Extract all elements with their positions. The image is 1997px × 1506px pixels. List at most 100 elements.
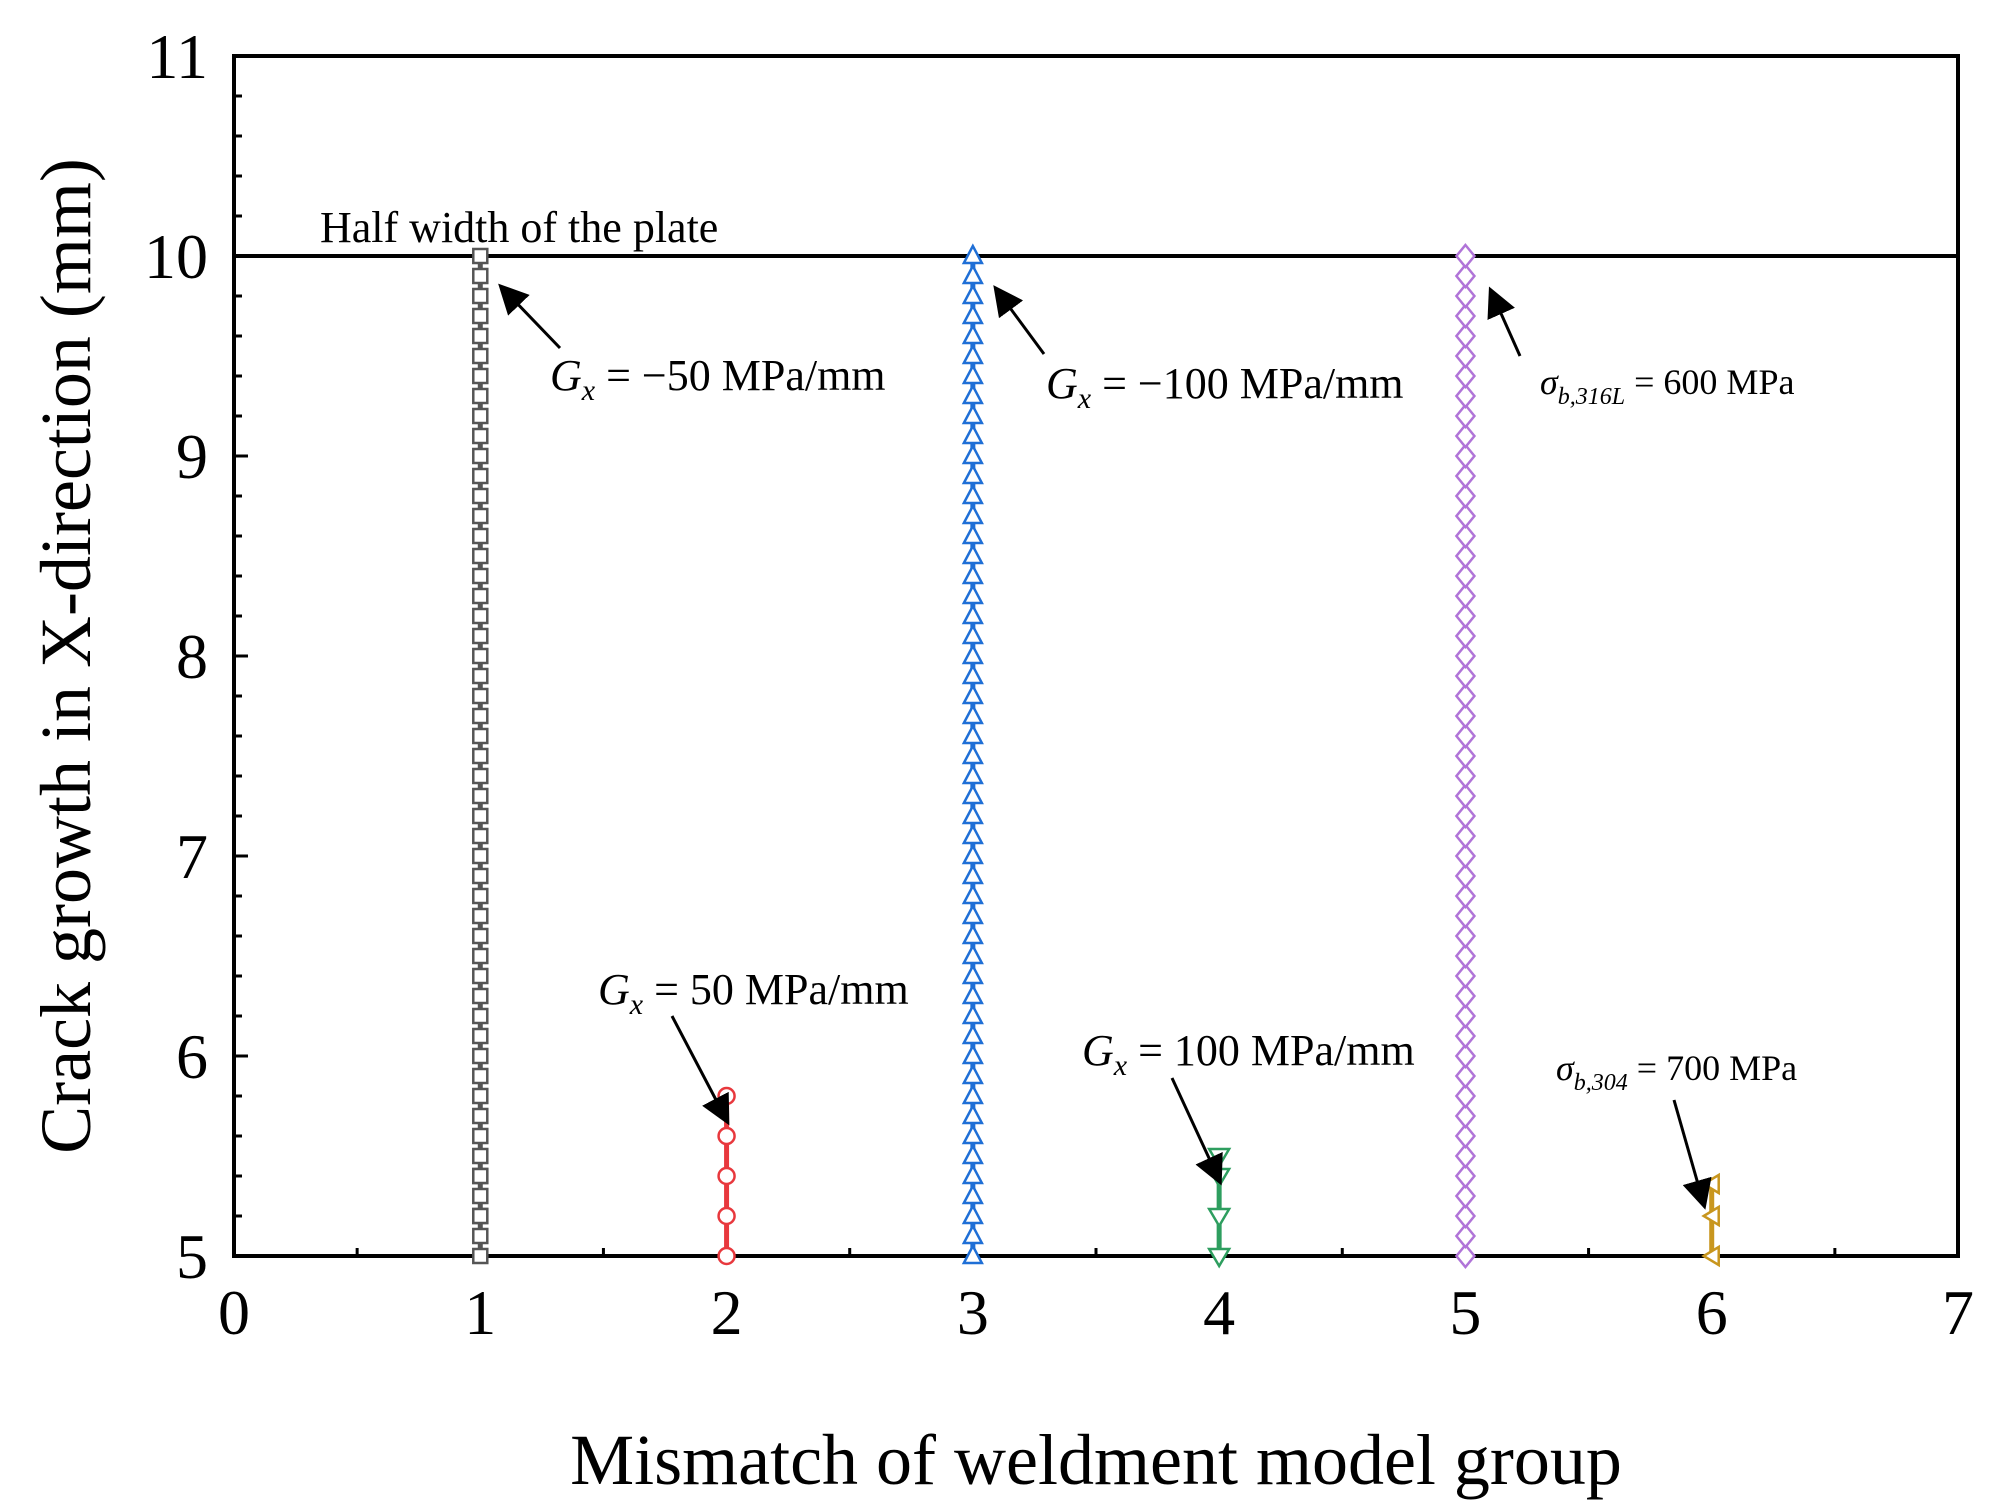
data-point-diamond [1454, 423, 1477, 449]
annotation-sigma-304: σb,304 = 700 MPa [1556, 1048, 1797, 1210]
data-point-triangle-up [961, 1083, 984, 1105]
arrow-gx-minus100 [993, 285, 1046, 355]
rest: = 600 MPa [1625, 362, 1794, 402]
x-tick-label: 6 [1696, 1277, 1728, 1348]
data-point-triangle-up [961, 1043, 984, 1065]
data-point-square [472, 667, 489, 685]
sub: b,316L [1558, 384, 1625, 410]
data-point-diamond [1454, 643, 1477, 669]
data-point-triangle-up [961, 863, 984, 885]
data-point-triangle-down [1206, 1207, 1232, 1229]
x-tick-label: 5 [1449, 1277, 1481, 1348]
series-layer [472, 243, 1720, 1269]
annotation-gx-minus100: Gx = −100 MPa/mm [993, 285, 1404, 415]
data-point-square [472, 967, 489, 985]
data-point-triangle-up [961, 343, 984, 365]
label-gx-minus100: Gx = −100 MPa/mm [1046, 359, 1404, 415]
rest: = 100 MPa/mm [1127, 1026, 1415, 1075]
arrow-gx-50 [670, 1015, 730, 1126]
data-point-square [472, 327, 489, 345]
data-point-square [472, 1147, 489, 1165]
data-point-triangle-up [961, 443, 984, 465]
data-point-diamond [1454, 443, 1477, 469]
x-tick-label: 2 [711, 1277, 743, 1348]
sym: G [1046, 359, 1078, 408]
x-tick-label: 1 [464, 1277, 496, 1348]
data-point-square [472, 567, 489, 585]
data-point-triangle-up [961, 563, 984, 585]
data-point-triangle-up [961, 523, 984, 545]
half-width-label: Half width of the plate [320, 203, 718, 252]
data-point-diamond [1454, 943, 1477, 969]
data-point-triangle-up [961, 943, 984, 965]
label-sigma-316l: σb,316L = 600 MPa [1540, 362, 1794, 410]
data-point-square [472, 1067, 489, 1085]
data-point-triangle-up [961, 783, 984, 805]
data-point-square [472, 887, 489, 905]
data-point-square [472, 707, 489, 725]
data-point-square [472, 307, 489, 325]
data-point-square [472, 1027, 489, 1045]
series-5 [1454, 243, 1477, 1269]
data-point-triangle-up [961, 243, 984, 265]
rest: = 50 MPa/mm [643, 965, 909, 1014]
data-point-square [472, 767, 489, 785]
data-point-triangle-up [961, 363, 984, 385]
data-point-triangle-up [961, 623, 984, 645]
data-point-diamond [1454, 1203, 1477, 1229]
data-point-square [472, 847, 489, 865]
data-point-diamond [1454, 1023, 1477, 1049]
data-point-square [472, 547, 489, 565]
data-point-diamond [1454, 1223, 1477, 1249]
sym: σ [1540, 362, 1559, 402]
data-point-diamond [1454, 1163, 1477, 1189]
data-point-triangle-up [961, 1183, 984, 1205]
data-point-square [472, 367, 489, 385]
data-point-triangle-up [961, 403, 984, 425]
data-point-square [472, 747, 489, 765]
data-point-triangle-up [961, 323, 984, 345]
y-tick-label: 10 [144, 221, 208, 292]
sub: x [581, 374, 596, 407]
data-point-triangle-up [961, 1203, 984, 1225]
data-point-square [472, 1207, 489, 1225]
sub: b,304 [1574, 1070, 1628, 1096]
sym: G [1082, 1026, 1114, 1075]
data-point-diamond [1454, 863, 1477, 889]
rest: = −50 MPa/mm [595, 351, 885, 400]
arrow-gx-minus50 [498, 283, 562, 350]
sym: σ [1556, 1048, 1575, 1088]
arrow-sigma-304 [1672, 1099, 1712, 1210]
data-point-square [472, 1227, 489, 1245]
y-tick-label: 11 [146, 21, 208, 92]
x-tick-label: 7 [1942, 1277, 1974, 1348]
data-point-diamond [1454, 523, 1477, 549]
data-point-square [472, 727, 489, 745]
data-point-diamond [1454, 983, 1477, 1009]
data-point-diamond [1454, 923, 1477, 949]
label-sigma-304: σb,304 = 700 MPa [1556, 1048, 1797, 1096]
data-point-square [472, 507, 489, 525]
data-point-square [472, 467, 489, 485]
data-point-diamond [1454, 403, 1477, 429]
annotation-gx-minus50: Gx = −50 MPa/mm [498, 283, 886, 407]
data-point-triangle-up [961, 963, 984, 985]
data-point-square [472, 627, 489, 645]
data-point-square [472, 247, 489, 265]
data-point-diamond [1454, 603, 1477, 629]
data-point-square [472, 527, 489, 545]
data-point-square [472, 1127, 489, 1145]
series-6 [1701, 1172, 1720, 1268]
data-point-square [472, 807, 489, 825]
data-point-square [472, 907, 489, 925]
x-tick-label: 4 [1203, 1277, 1235, 1348]
data-point-square [472, 427, 489, 445]
data-point-circle [717, 1126, 736, 1146]
data-point-diamond [1454, 283, 1477, 309]
data-point-diamond [1454, 1043, 1477, 1069]
data-point-square [472, 827, 489, 845]
data-point-diamond [1454, 1103, 1477, 1129]
data-point-triangle-up [961, 743, 984, 765]
data-point-circle [717, 1206, 736, 1226]
